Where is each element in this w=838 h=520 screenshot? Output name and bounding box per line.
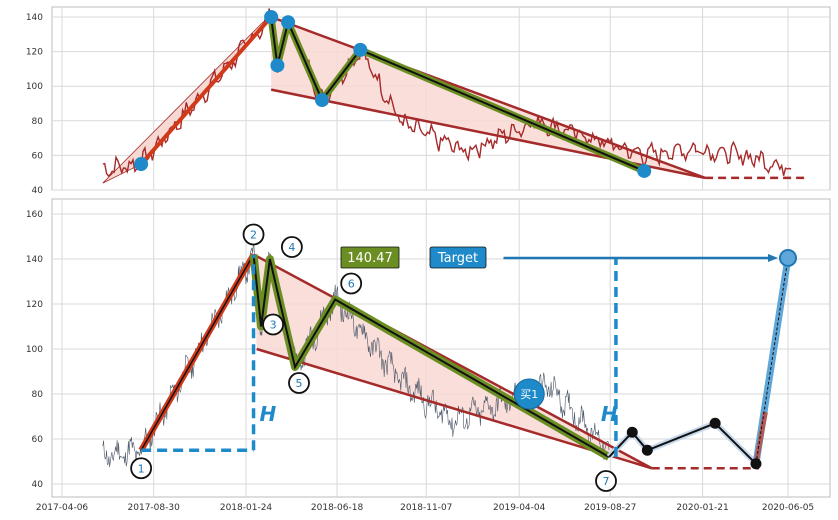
height-label: H [601, 402, 618, 426]
pattern-point-label: 5 [295, 377, 302, 390]
post-breakout-marker [750, 458, 762, 470]
y-tick-label: 120 [26, 48, 43, 58]
x-tick-label: 2018-11-07 [400, 503, 452, 513]
bottom-y-tick-labels: 40 60 80 100 120 140 160 [26, 210, 43, 490]
x-tick-label: 2018-01-24 [220, 503, 273, 513]
pattern-point-label-circle [595, 470, 617, 492]
y-tick-label: 80 [32, 390, 44, 400]
upper-trend-line [270, 15, 706, 180]
pattern-point-label-circle [262, 313, 284, 336]
lower-trend-line [256, 347, 653, 470]
pattern-point-label: 2 [250, 229, 257, 242]
pattern-point-label: 4 [288, 241, 295, 254]
target-text: Target [437, 251, 478, 266]
x-tick-label: 2019-08-27 [584, 503, 636, 513]
post-breakout-marker [626, 426, 638, 438]
pattern-point-label-circle [242, 223, 265, 246]
pattern-point-label: 7 [603, 475, 610, 488]
y-tick-label: 40 [32, 480, 44, 490]
buy-label: 买1 [520, 388, 538, 401]
bottom-pattern-markers: 1 2 3 4 5 6 7 [130, 223, 797, 492]
y-tick-label: 160 [26, 210, 43, 220]
x-tick-label: 2020-01-21 [676, 503, 728, 513]
rise-line [139, 15, 273, 166]
pattern-point-label: 3 [270, 319, 277, 332]
x-tick-label: 2019-04-04 [493, 503, 546, 513]
pattern-point-marker [270, 58, 285, 73]
pattern-point-marker [281, 15, 296, 30]
x-tick-label: 2017-08-30 [128, 503, 181, 513]
pattern-point-marker [264, 10, 279, 24]
annotation-boxes: 140.47 Target 买1 [340, 246, 545, 410]
post-breakout-marker [709, 417, 721, 429]
target-value-box [340, 246, 400, 269]
pattern-point-label-circle [288, 372, 310, 394]
pattern-point-marker [315, 93, 330, 108]
pattern-path [270, 16, 645, 172]
target-arrow-head [768, 253, 778, 262]
top-y-tick-labels: 40 60 80 100 120 140 [26, 13, 43, 196]
y-tick-label: 40 [32, 186, 44, 196]
pattern-point-marker [353, 42, 368, 57]
y-tick-label: 100 [26, 82, 43, 92]
upper-trend-line [252, 253, 653, 470]
x-tick-label: 2017-04-06 [36, 503, 89, 513]
top-trend-lines [139, 15, 805, 180]
pattern-point-label-circle [130, 457, 153, 480]
y-tick-label: 140 [26, 255, 43, 265]
rise-line-core [140, 254, 255, 451]
y-tick-label: 120 [26, 300, 43, 310]
pattern-point-label-circle [340, 272, 363, 295]
pattern-point-label-circle [280, 236, 303, 258]
pattern-path [252, 254, 610, 458]
x-tick-label: 2020-06-05 [762, 503, 814, 513]
top-pattern-markers [134, 10, 652, 178]
pattern-point-marker [637, 163, 652, 178]
height-label: H [260, 402, 277, 426]
price-line [102, 8, 792, 177]
x-tick-label: 2018-06-18 [311, 503, 364, 513]
bottom-panel-frame [51, 198, 831, 498]
y-tick-label: 100 [26, 345, 43, 355]
post-breakout-marker [641, 444, 653, 456]
target-box [429, 246, 487, 269]
pattern-point-label: 6 [348, 278, 355, 291]
top-panel: 40 60 80 100 120 140 [26, 6, 831, 196]
y-tick-label: 80 [32, 117, 44, 127]
y-tick-label: 60 [32, 435, 44, 445]
buy-marker [513, 378, 545, 410]
x-tick-labels: 2017-04-06 2017-08-30 2018-01-24 2018-06-18… [36, 503, 814, 513]
y-tick-label: 60 [32, 151, 44, 161]
target-projection-start [753, 411, 768, 465]
top-price-series [102, 8, 792, 177]
pattern-point-label: 1 [138, 462, 145, 475]
pattern-point-marker [134, 157, 149, 172]
target-marker [779, 248, 797, 267]
target-value-text: 140.47 [347, 251, 393, 266]
y-tick-label: 140 [26, 13, 43, 23]
